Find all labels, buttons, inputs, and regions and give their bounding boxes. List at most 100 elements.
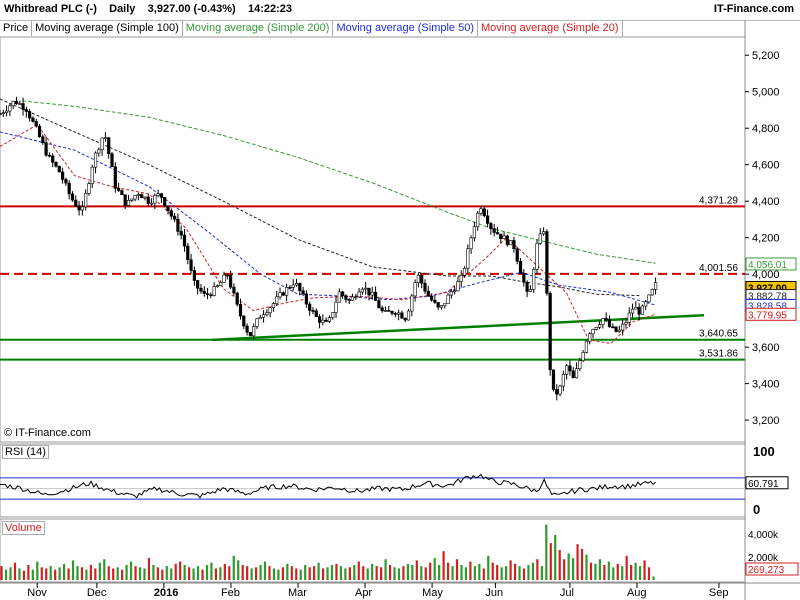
volume-bar (85, 569, 88, 580)
volume-bar (518, 566, 521, 580)
volume-bar (317, 562, 320, 580)
candle-body (331, 312, 335, 318)
candle-body (14, 100, 19, 105)
volume-bar (321, 568, 325, 580)
y-tick-label: 4,000 (752, 269, 780, 281)
volume-bar (326, 567, 329, 580)
candle-body (301, 290, 305, 295)
x-tick-label: Dec (87, 587, 107, 599)
candle-body (166, 205, 170, 211)
candle-body (67, 182, 71, 195)
volume-bar (411, 565, 414, 580)
volume-bar (129, 561, 133, 580)
volume-bar (491, 562, 494, 580)
panel-frame-1 (0, 443, 746, 518)
volume-bar (80, 567, 84, 580)
volume-bar (219, 567, 222, 580)
candle-body (70, 193, 75, 201)
candle-body (551, 369, 556, 390)
candle-body (1, 112, 5, 114)
symbol-name: Whitbread PLC (-) (4, 3, 97, 15)
volume-bar (366, 568, 369, 580)
volume-bar (446, 562, 450, 580)
volume-bar (576, 544, 579, 580)
candle-body (133, 194, 137, 200)
x-tick-label: Apr (355, 587, 372, 599)
candle-body (512, 240, 516, 250)
x-tick-label: Aug (627, 587, 647, 599)
candle-body (304, 293, 308, 305)
candle-body (541, 231, 546, 235)
y-tick-label: 3,600 (752, 342, 780, 354)
candle-body (370, 291, 374, 296)
candle-body (397, 312, 401, 315)
candle-body (189, 259, 193, 271)
candle-body (360, 288, 364, 293)
candle-body (594, 327, 598, 330)
candle-body (456, 281, 460, 292)
volume-bar (58, 567, 61, 580)
candle-body (344, 295, 348, 300)
volume-bar (134, 566, 137, 580)
volume-bar (112, 568, 115, 580)
volume-bar (246, 566, 249, 580)
interval: Daily (109, 3, 136, 15)
volume-bar (393, 567, 396, 580)
y-tick-label: 4,400 (752, 196, 780, 208)
volume-bar (125, 565, 128, 580)
candle-body (202, 290, 206, 294)
chart-title: Whitbread PLC (-) Daily 3,927.00 (-0.43%… (4, 3, 292, 15)
volume-bar (621, 566, 624, 580)
volume-bar (116, 567, 119, 580)
candle-body (502, 235, 506, 239)
candle-body (291, 284, 295, 288)
candle-body (637, 307, 641, 315)
volume-bar (201, 569, 204, 580)
volume-bar (223, 563, 226, 580)
level-label: 3,531.86 (699, 349, 738, 360)
volume-bar (424, 567, 427, 580)
volume-bar (647, 567, 651, 580)
volume-bar (603, 565, 606, 580)
legend-item-sma50[interactable]: Moving average (Simple 50) (333, 20, 479, 36)
volume-bar (545, 524, 548, 580)
volume-bar (451, 566, 454, 580)
level-label: 3,640.65 (699, 329, 738, 340)
candle-body (8, 105, 12, 112)
volume-bar (18, 568, 21, 580)
candle-body (18, 103, 22, 105)
volume-bar (313, 566, 316, 580)
candle-body (199, 287, 203, 292)
volume-bar (464, 567, 468, 580)
volume-bar (406, 563, 409, 580)
candle-body (436, 302, 440, 308)
candle-body (179, 231, 183, 236)
volume-bar (433, 558, 436, 580)
candle-body (584, 340, 589, 353)
volume-bar (237, 560, 240, 580)
candle-body (476, 212, 480, 228)
legend-item-sma100[interactable]: Moving average (Simple 100) (32, 20, 183, 36)
legend-item-price[interactable]: Price (0, 20, 33, 36)
volume-bar (67, 568, 70, 580)
legend-item-sma20[interactable]: Moving average (Simple 20) (478, 20, 623, 36)
volume-bar (612, 567, 615, 580)
candle-body (238, 304, 243, 317)
candle-body (634, 307, 638, 310)
y-tick-label: 3,400 (752, 379, 780, 391)
volume-bar (250, 568, 253, 580)
candle-body (621, 323, 625, 331)
volume-bar (482, 568, 485, 580)
volume-bar (27, 565, 30, 580)
candle-body (446, 294, 450, 305)
legend-item-sma200[interactable]: Moving average (Simple 200) (183, 20, 334, 36)
volume-bar (571, 558, 575, 580)
volume-bar (170, 568, 173, 580)
candle-body (624, 322, 628, 325)
volume-bar (71, 560, 75, 580)
volume-bar (540, 566, 543, 580)
candle-body (482, 208, 486, 217)
candle-body (149, 202, 154, 205)
volume-bar (652, 576, 655, 580)
